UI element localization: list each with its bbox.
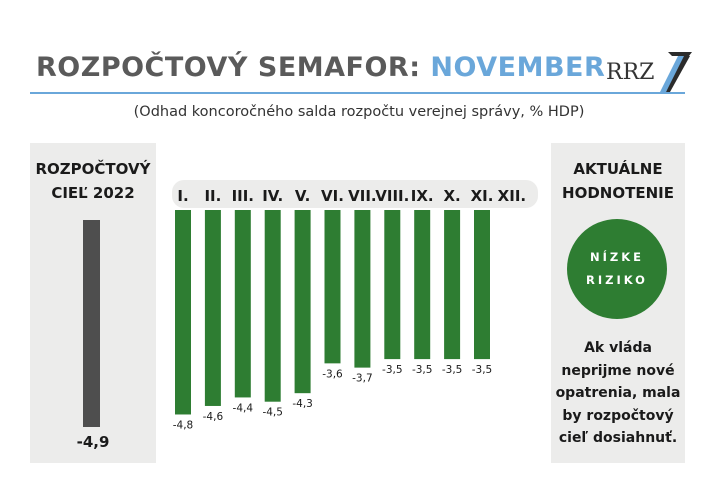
balance-bar bbox=[474, 210, 490, 360]
balance-bar bbox=[354, 210, 371, 368]
bar-value-label: -3,7 bbox=[352, 373, 373, 385]
balance-bar bbox=[204, 210, 221, 406]
bar-value-label: -4,3 bbox=[292, 398, 313, 410]
balance-bar bbox=[324, 210, 341, 364]
title-month: NOVEMBER bbox=[430, 52, 606, 83]
month-tick-label: XI. bbox=[471, 187, 494, 205]
balance-bar bbox=[294, 210, 311, 394]
balance-bar bbox=[234, 210, 251, 398]
assessment-heading-line1: AKTUÁLNE bbox=[573, 160, 663, 178]
bar-value-label: -4,8 bbox=[173, 419, 194, 431]
month-tick-label: IX. bbox=[411, 187, 434, 205]
assessment-heading: AKTUÁLNE HODNOTENIE bbox=[551, 157, 685, 205]
balance-bar bbox=[414, 210, 431, 360]
rrz-logo: RRZ bbox=[606, 50, 694, 94]
note-line: cieľ dosiahnuť. bbox=[558, 430, 678, 446]
budget-target-panel: ROZPOČTOVÝ CIEĽ 2022 -4,9 bbox=[30, 143, 156, 463]
bar-value-label: -3,5 bbox=[412, 364, 433, 376]
title-main: ROZPOČTOVÝ SEMAFOR: bbox=[36, 52, 421, 83]
title-underline bbox=[30, 92, 685, 94]
page-title: ROZPOČTOVÝ SEMAFOR: NOVEMBER bbox=[36, 52, 605, 83]
balance-bar bbox=[444, 210, 461, 360]
month-tick-label: VIII. bbox=[375, 187, 409, 205]
risk-indicator: NÍZKE RIZIKO bbox=[567, 219, 667, 319]
target-heading-line2: CIEĽ 2022 bbox=[51, 184, 135, 202]
note-line: opatrenia, mala bbox=[555, 385, 681, 401]
assessment-note: Ak vláda neprijme nové opatrenia, mala b… bbox=[551, 337, 685, 450]
month-tick-label: II. bbox=[204, 187, 221, 205]
month-tick-label: VII. bbox=[348, 187, 376, 205]
risk-line2: RIZIKO bbox=[586, 273, 648, 287]
logo-text: RRZ bbox=[606, 60, 655, 85]
bar-value-label: -3,6 bbox=[322, 368, 343, 380]
note-line: neprijme nové bbox=[561, 362, 675, 379]
bar-value-label: -3,5 bbox=[442, 364, 463, 376]
target-bar bbox=[83, 220, 100, 427]
month-tick-label: IV. bbox=[262, 187, 283, 205]
note-line: Ak vláda bbox=[584, 340, 652, 356]
month-tick-label: III. bbox=[232, 187, 254, 205]
logo-slash-icon bbox=[660, 52, 692, 92]
balance-bar bbox=[175, 210, 191, 415]
month-header-band bbox=[172, 180, 538, 208]
month-tick-label: X. bbox=[443, 187, 460, 205]
month-tick-label: VI. bbox=[321, 187, 344, 205]
month-tick-label: V. bbox=[295, 187, 310, 205]
bar-value-label: -4,5 bbox=[262, 407, 283, 419]
assessment-panel: AKTUÁLNE HODNOTENIE NÍZKE RIZIKO Ak vlád… bbox=[551, 143, 685, 463]
note-line: by rozpočtový bbox=[562, 407, 674, 424]
target-heading-line1: ROZPOČTOVÝ bbox=[35, 160, 151, 178]
month-tick-label: XII. bbox=[498, 187, 526, 205]
bar-value-label: -4,4 bbox=[233, 402, 254, 414]
bar-value-label: -3,5 bbox=[472, 364, 493, 376]
balance-bar bbox=[384, 210, 401, 360]
target-heading: ROZPOČTOVÝ CIEĽ 2022 bbox=[30, 157, 156, 205]
bar-value-label: -3,5 bbox=[382, 364, 403, 376]
target-value-label: -4,9 bbox=[76, 433, 110, 451]
balance-bar bbox=[264, 210, 281, 402]
risk-line1: NÍZKE bbox=[589, 250, 644, 264]
month-tick-label: I. bbox=[177, 187, 188, 205]
assessment-heading-line2: HODNOTENIE bbox=[562, 184, 674, 202]
bar-value-label: -4,6 bbox=[203, 411, 224, 423]
chart-subtitle: (Odhad koncoročného salda rozpočtu verej… bbox=[133, 104, 585, 120]
